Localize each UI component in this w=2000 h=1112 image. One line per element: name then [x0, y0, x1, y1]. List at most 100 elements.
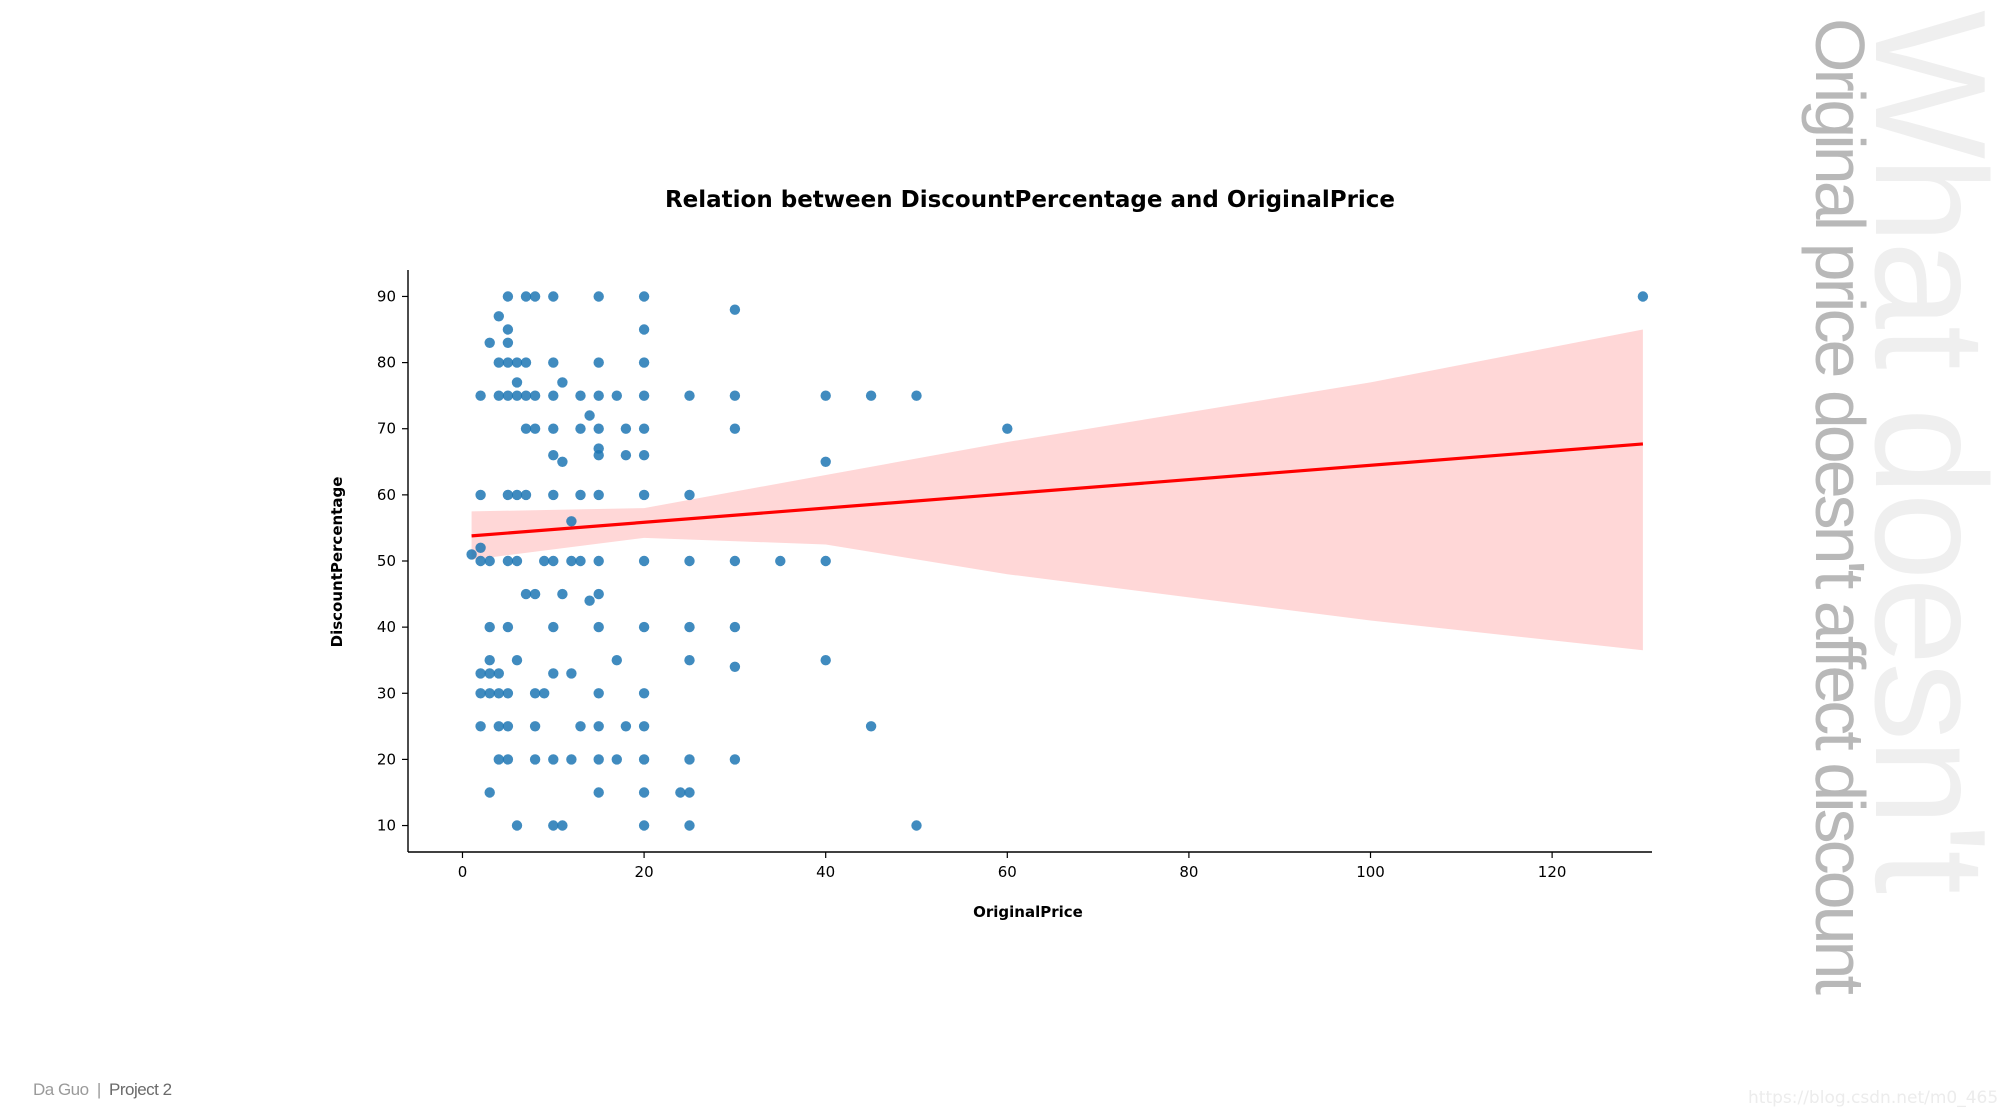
data-point [638, 291, 650, 302]
data-point [911, 820, 922, 831]
data-point [520, 291, 532, 302]
url-watermark: https://blog.csdn.net/m0_4651024 [1748, 1088, 2000, 1108]
y-tick-label: 90 [377, 287, 396, 305]
data-point [638, 820, 650, 831]
data-point [911, 390, 922, 401]
data-point [620, 721, 632, 732]
data-point [557, 588, 568, 600]
data-point [502, 357, 514, 368]
data-point [593, 588, 604, 600]
data-point [1002, 423, 1013, 434]
data-point [593, 390, 604, 401]
data-point [520, 489, 532, 501]
data-point [729, 754, 741, 765]
data-point [584, 410, 595, 421]
data-point [520, 390, 532, 401]
data-point [493, 688, 504, 699]
data-point [493, 311, 504, 322]
data-point [493, 357, 504, 368]
data-point [511, 655, 523, 666]
footer-author: Da Guo [33, 1080, 89, 1099]
data-point [484, 787, 495, 798]
data-point [484, 655, 495, 666]
data-point [548, 489, 559, 501]
data-point [638, 357, 650, 368]
x-tick-label: 40 [816, 863, 835, 881]
data-point [729, 661, 741, 672]
data-point [820, 655, 831, 666]
data-point [548, 357, 559, 368]
data-point [593, 621, 604, 633]
data-point [520, 357, 532, 368]
data-point [502, 291, 514, 302]
data-point [638, 754, 650, 765]
data-point [548, 291, 559, 302]
data-point [593, 423, 604, 434]
data-point [539, 688, 550, 699]
data-point [511, 377, 523, 388]
data-point [484, 555, 495, 567]
regression-line [471, 442, 1644, 538]
y-tick-label: 20 [377, 750, 396, 768]
data-point [493, 721, 504, 732]
data-point [502, 721, 514, 732]
data-point [511, 357, 523, 368]
data-point [575, 555, 586, 567]
data-point [566, 555, 577, 567]
data-point [638, 721, 650, 732]
plot-area: 0 20 40 60 80 100 120 10 20 30 40 50 60 70 80 90 [377, 270, 1652, 881]
data-point [593, 721, 604, 732]
data-point [684, 787, 695, 798]
data-point [593, 688, 604, 699]
data-point [729, 390, 741, 401]
data-point [548, 621, 559, 633]
data-point [475, 688, 486, 699]
data-point [511, 390, 523, 401]
x-tick-label: 60 [998, 863, 1017, 881]
data-point [475, 721, 486, 732]
data-point [502, 621, 514, 633]
data-point [475, 542, 486, 553]
data-point [502, 489, 514, 501]
data-point [566, 516, 577, 527]
data-point [684, 621, 695, 633]
data-point [548, 668, 559, 679]
data-point [475, 555, 486, 567]
x-tick-label: 80 [1179, 863, 1198, 881]
x-tick-label: 100 [1356, 863, 1385, 881]
footer: Da Guo | Project 2 [33, 1080, 172, 1100]
data-point [529, 423, 541, 434]
data-point [466, 549, 477, 560]
data-point [502, 688, 514, 699]
data-point [684, 655, 695, 666]
y-tick-label: 30 [377, 684, 396, 702]
data-point [684, 555, 695, 567]
data-point [529, 291, 541, 302]
data-point [593, 754, 604, 765]
data-point [684, 390, 695, 401]
data-point [520, 423, 532, 434]
data-point [557, 820, 568, 831]
y-tick-label: 40 [377, 618, 396, 636]
data-point [502, 390, 514, 401]
data-point [593, 489, 604, 501]
data-point [611, 655, 622, 666]
data-point [675, 787, 686, 798]
data-point [684, 754, 695, 765]
data-point [638, 390, 650, 401]
data-point [865, 390, 877, 401]
data-point [593, 787, 604, 798]
data-point [575, 489, 586, 501]
data-point [529, 754, 541, 765]
data-point [520, 588, 532, 600]
data-point [566, 668, 577, 679]
footer-project: Project 2 [108, 1080, 172, 1099]
data-point [638, 450, 650, 461]
data-point [475, 489, 486, 501]
data-point [548, 450, 559, 461]
chart-title: Relation between DiscountPercentage and … [665, 187, 1395, 213]
x-tick-label: 20 [635, 863, 654, 881]
data-point [775, 555, 786, 567]
data-point [575, 423, 586, 434]
